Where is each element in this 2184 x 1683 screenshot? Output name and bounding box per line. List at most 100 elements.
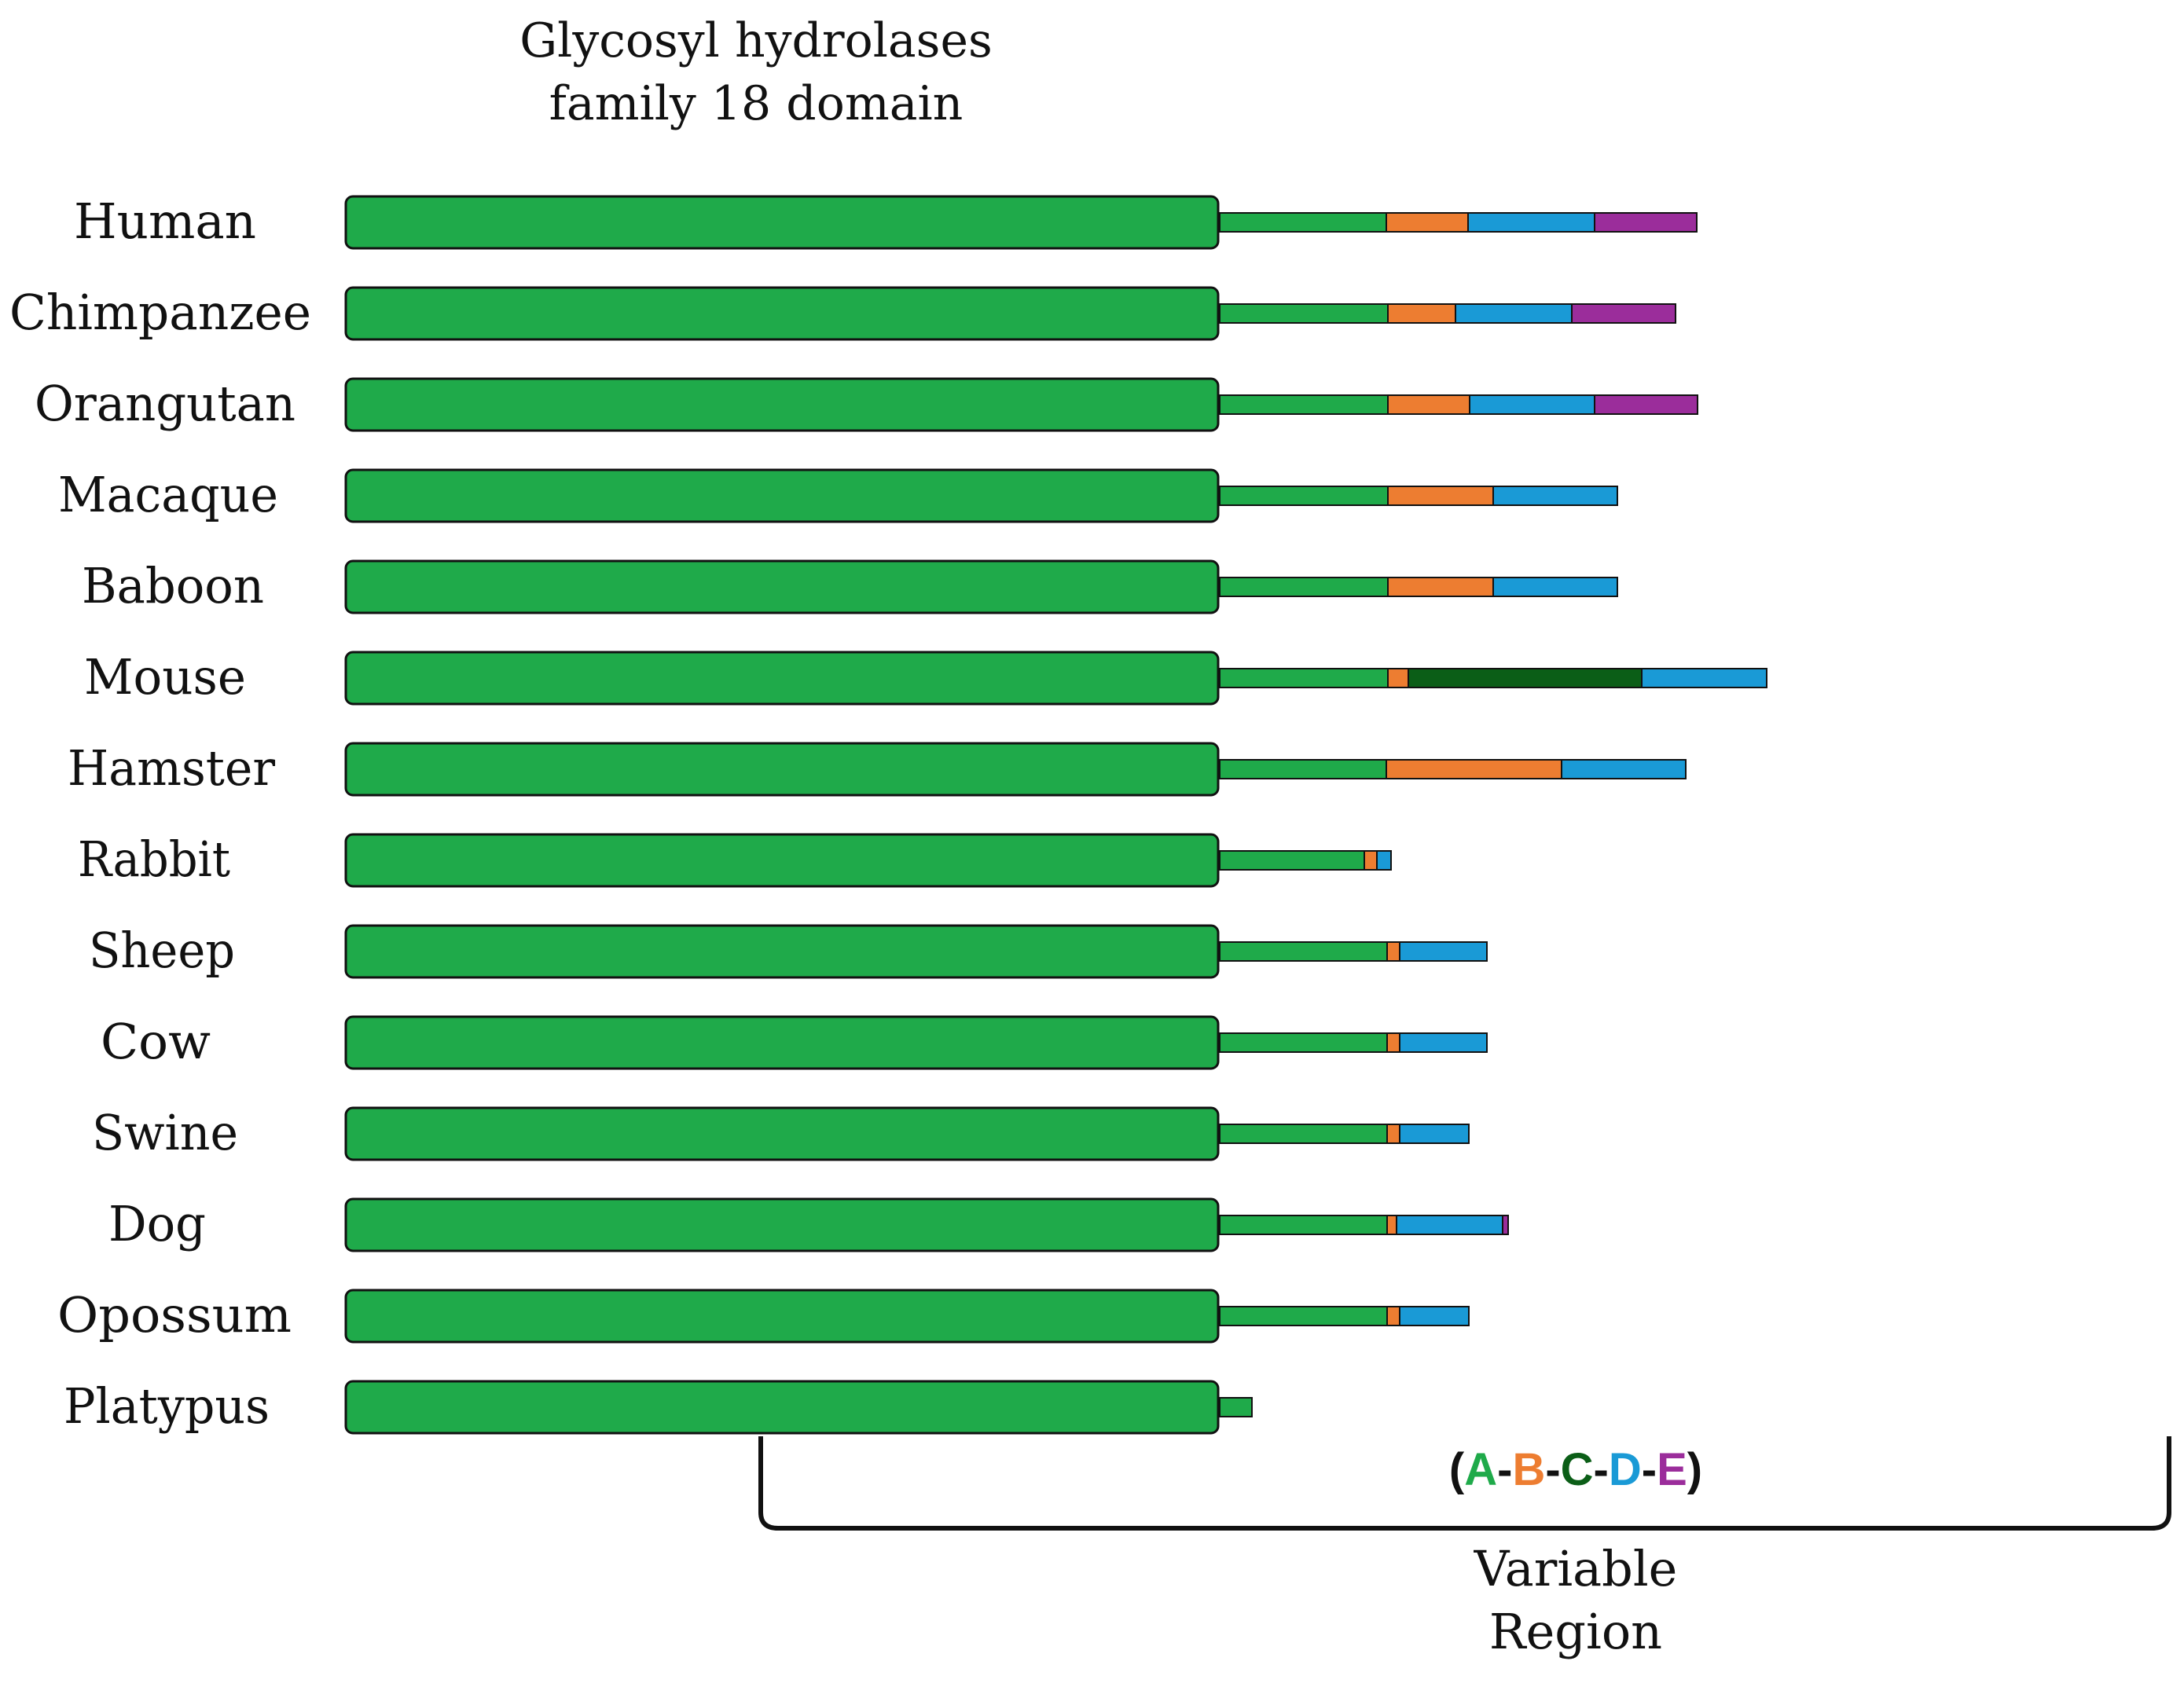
gh18-domain-cow	[344, 1015, 1220, 1070]
segment-a-rabbit	[1219, 850, 1365, 871]
species-label-dog: Dog	[108, 1195, 206, 1252]
species-label-chimpanzee: Chimpanzee	[9, 284, 311, 341]
species-label-platypus: Platypus	[64, 1377, 270, 1435]
segment-a-chimpanzee	[1219, 303, 1389, 324]
row-mouse: Mouse	[84, 648, 1767, 706]
species-label-cow: Cow	[101, 1013, 211, 1070]
species-label-sheep: Sheep	[89, 922, 235, 979]
gh18-domain-swine	[344, 1106, 1220, 1161]
gh18-domain-baboon	[344, 559, 1220, 614]
segment-a-baboon	[1219, 577, 1389, 597]
row-opossum: Opossum	[57, 1286, 1470, 1344]
segment-d-dog	[1396, 1215, 1503, 1235]
segment-d-opossum	[1399, 1306, 1470, 1326]
segment-b-macaque	[1387, 486, 1494, 506]
gh18-domain-rabbit	[344, 833, 1220, 888]
species-label-macaque: Macaque	[58, 466, 278, 523]
legend-letter-b: B	[1512, 1444, 1545, 1495]
segment-d-cow	[1399, 1032, 1488, 1053]
species-label-human: Human	[74, 192, 256, 250]
legend-dash-1: -	[1497, 1444, 1512, 1495]
segment-b-mouse	[1387, 668, 1409, 688]
segment-b-chimpanzee	[1387, 303, 1456, 324]
legend-close-paren: )	[1687, 1444, 1702, 1495]
species-label-opossum: Opossum	[57, 1286, 292, 1344]
segment-b-opossum	[1386, 1306, 1400, 1326]
segment-b-orangutan	[1387, 394, 1470, 415]
legend-letter-a: A	[1464, 1444, 1497, 1495]
segment-a-hamster	[1219, 759, 1387, 779]
gh18-domain-opossum	[344, 1289, 1220, 1344]
segment-b-baboon	[1387, 577, 1494, 597]
region-label-line-1: Variable	[1474, 1540, 1678, 1597]
species-label-rabbit: Rabbit	[78, 830, 230, 888]
segment-a-sheep	[1219, 941, 1388, 962]
species-label-swine: Swine	[92, 1104, 238, 1161]
segment-c-mouse	[1408, 668, 1643, 688]
segment-e-human	[1594, 212, 1698, 233]
segment-a-human	[1219, 212, 1387, 233]
segment-a-macaque	[1219, 486, 1389, 506]
legend-open-paren: (	[1449, 1444, 1465, 1495]
gh18-domain-macaque	[344, 468, 1220, 523]
segment-a-dog	[1219, 1215, 1388, 1235]
segment-e-chimpanzee	[1571, 303, 1676, 324]
segment-b-rabbit	[1364, 850, 1378, 871]
segment-d-baboon	[1492, 577, 1618, 597]
segment-a-swine	[1219, 1124, 1388, 1144]
segment-a-platypus	[1219, 1397, 1253, 1417]
segment-d-human	[1467, 212, 1595, 233]
segment-d-rabbit	[1376, 850, 1392, 871]
title-line-2: family 18 domain	[549, 76, 964, 131]
row-sheep: Sheep	[89, 922, 1488, 979]
segment-d-chimpanzee	[1455, 303, 1573, 324]
variable-region-bracket	[758, 1436, 2171, 1531]
segment-a-opossum	[1219, 1306, 1388, 1326]
gh18-domain-dog	[344, 1197, 1220, 1252]
row-dog: Dog	[108, 1195, 1509, 1252]
row-human: Human	[74, 192, 1698, 250]
row-swine: Swine	[92, 1104, 1470, 1161]
legend-abcde: (A-B-C-D-E)	[1449, 1444, 1702, 1495]
segment-b-hamster	[1386, 759, 1562, 779]
segment-d-sheep	[1399, 941, 1488, 962]
segment-a-orangutan	[1219, 394, 1389, 415]
title-line-1: Glycosyl hydrolases	[519, 13, 993, 68]
species-label-mouse: Mouse	[84, 648, 246, 706]
row-orangutan: Orangutan	[35, 375, 1698, 432]
segment-e-dog	[1502, 1215, 1509, 1235]
segment-b-swine	[1386, 1124, 1400, 1144]
gh18-domain-human	[344, 195, 1220, 250]
species-label-hamster: Hamster	[68, 739, 275, 797]
segment-d-mouse	[1641, 668, 1767, 688]
legend-letter-c: C	[1561, 1444, 1594, 1495]
gh18-domain-sheep	[344, 924, 1220, 979]
gh18-domain-hamster	[344, 742, 1220, 797]
species-label-orangutan: Orangutan	[35, 375, 295, 432]
legend-dash-3: -	[1594, 1444, 1609, 1495]
segment-b-dog	[1386, 1215, 1397, 1235]
legend-dash-2: -	[1545, 1444, 1560, 1495]
segment-e-orangutan	[1594, 394, 1698, 415]
segment-b-human	[1386, 212, 1469, 233]
gh18-domain-chimpanzee	[344, 286, 1220, 341]
segment-d-orangutan	[1469, 394, 1595, 415]
legend-letter-e: E	[1657, 1444, 1687, 1495]
gh18-domain-platypus	[344, 1380, 1220, 1435]
gh18-domain-mouse	[344, 651, 1220, 706]
row-macaque: Macaque	[58, 466, 1618, 523]
region-label-line-2: Region	[1489, 1603, 1662, 1660]
segment-a-cow	[1219, 1032, 1388, 1053]
row-cow: Cow	[101, 1013, 1488, 1070]
segment-d-macaque	[1492, 486, 1618, 506]
segment-a-mouse	[1219, 668, 1389, 688]
legend-letter-d: D	[1609, 1444, 1642, 1495]
row-hamster: Hamster	[68, 739, 1687, 797]
row-platypus: Platypus	[64, 1377, 1253, 1435]
row-baboon: Baboon	[82, 557, 1618, 614]
segment-d-hamster	[1561, 759, 1687, 779]
legend-dash-4: -	[1642, 1444, 1657, 1495]
species-rows: Human Chimpanzee Orangutan Macaque Baboon Mou…	[9, 192, 1767, 1435]
row-chimpanzee: Chimpanzee	[9, 284, 1676, 341]
segment-b-sheep	[1386, 941, 1400, 962]
